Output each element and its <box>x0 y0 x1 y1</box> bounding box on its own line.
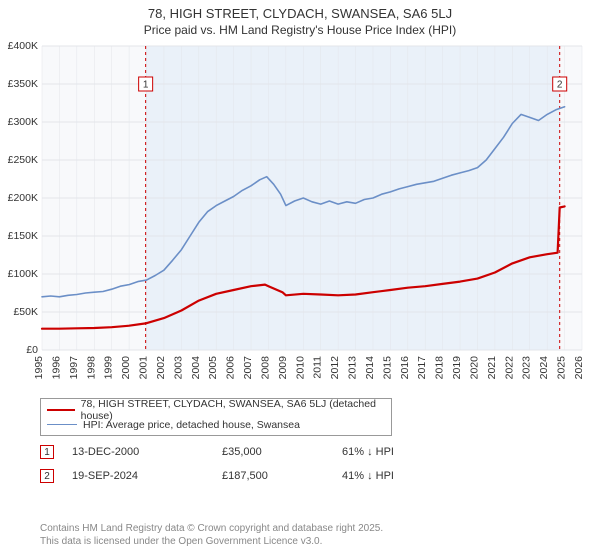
svg-text:£150K: £150K <box>8 230 38 242</box>
marker-price: £35,000 <box>222 446 342 458</box>
svg-text:1995: 1995 <box>33 356 45 380</box>
svg-text:2010: 2010 <box>294 356 306 380</box>
svg-text:2002: 2002 <box>155 356 167 380</box>
chart-container: 78, HIGH STREET, CLYDACH, SWANSEA, SA6 5… <box>0 0 600 560</box>
title-sub: Price paid vs. HM Land Registry's House … <box>0 23 600 37</box>
svg-text:2000: 2000 <box>120 356 132 380</box>
svg-text:£350K: £350K <box>8 78 38 90</box>
marker-table: 1 13-DEC-2000£35,00061% ↓ HPI 2 19-SEP-2024… <box>40 440 584 488</box>
svg-text:2017: 2017 <box>416 356 428 380</box>
svg-text:2022: 2022 <box>503 356 515 380</box>
svg-text:2016: 2016 <box>399 356 411 380</box>
legend-swatch <box>47 424 77 425</box>
svg-text:£50K: £50K <box>13 306 38 318</box>
svg-text:1: 1 <box>143 80 149 91</box>
svg-text:2014: 2014 <box>364 356 376 380</box>
svg-text:1996: 1996 <box>50 356 62 380</box>
svg-text:£100K: £100K <box>8 268 38 280</box>
svg-text:£400K: £400K <box>8 40 38 52</box>
chart-svg: 1219951996199719981999200020012002200320… <box>40 44 584 390</box>
svg-text:2013: 2013 <box>347 356 359 380</box>
legend-box: 78, HIGH STREET, CLYDACH, SWANSEA, SA6 5… <box>40 398 392 436</box>
svg-text:1998: 1998 <box>85 356 97 380</box>
svg-text:2019: 2019 <box>451 356 463 380</box>
svg-text:2021: 2021 <box>486 356 498 380</box>
marker-row: 1 13-DEC-2000£35,00061% ↓ HPI <box>40 440 584 464</box>
svg-text:£300K: £300K <box>8 116 38 128</box>
marker-pct: 61% ↓ HPI <box>342 446 462 458</box>
chart-area: 1219951996199719981999200020012002200320… <box>40 44 584 390</box>
svg-text:2012: 2012 <box>329 356 341 380</box>
svg-text:2005: 2005 <box>207 356 219 380</box>
svg-text:2011: 2011 <box>312 356 324 379</box>
svg-text:2025: 2025 <box>556 356 568 380</box>
svg-text:2020: 2020 <box>468 356 480 380</box>
marker-date: 19-SEP-2024 <box>72 470 222 482</box>
legend-swatch <box>47 409 75 411</box>
title-main: 78, HIGH STREET, CLYDACH, SWANSEA, SA6 5… <box>0 6 600 21</box>
svg-text:2009: 2009 <box>277 356 289 380</box>
svg-text:2015: 2015 <box>381 356 393 380</box>
svg-text:£200K: £200K <box>8 192 38 204</box>
svg-text:£0: £0 <box>26 344 38 356</box>
footnote-line1: Contains HM Land Registry data © Crown c… <box>40 523 383 536</box>
svg-text:2007: 2007 <box>242 356 254 380</box>
svg-text:2: 2 <box>557 80 563 91</box>
marker-number-box: 1 <box>40 445 54 459</box>
marker-pct: 41% ↓ HPI <box>342 470 462 482</box>
svg-text:2001: 2001 <box>138 356 150 380</box>
svg-text:2024: 2024 <box>538 356 550 380</box>
marker-date: 13-DEC-2000 <box>72 446 222 458</box>
svg-text:2006: 2006 <box>225 356 237 380</box>
svg-text:2003: 2003 <box>172 356 184 380</box>
legend-row: 78, HIGH STREET, CLYDACH, SWANSEA, SA6 5… <box>47 402 385 417</box>
footnote: Contains HM Land Registry data © Crown c… <box>40 523 383 548</box>
svg-text:2008: 2008 <box>259 356 271 380</box>
svg-text:1997: 1997 <box>68 356 80 380</box>
svg-text:£250K: £250K <box>8 154 38 166</box>
svg-text:1999: 1999 <box>103 356 115 380</box>
svg-text:2018: 2018 <box>434 356 446 380</box>
marker-price: £187,500 <box>222 470 342 482</box>
title-block: 78, HIGH STREET, CLYDACH, SWANSEA, SA6 5… <box>0 0 600 37</box>
marker-number-box: 2 <box>40 469 54 483</box>
svg-text:2026: 2026 <box>573 356 585 380</box>
legend-label: HPI: Average price, detached house, Swan… <box>83 419 300 431</box>
svg-text:2004: 2004 <box>190 356 202 380</box>
footnote-line2: This data is licensed under the Open Gov… <box>40 536 383 549</box>
marker-row: 2 19-SEP-2024£187,50041% ↓ HPI <box>40 464 584 488</box>
svg-text:2023: 2023 <box>521 356 533 380</box>
